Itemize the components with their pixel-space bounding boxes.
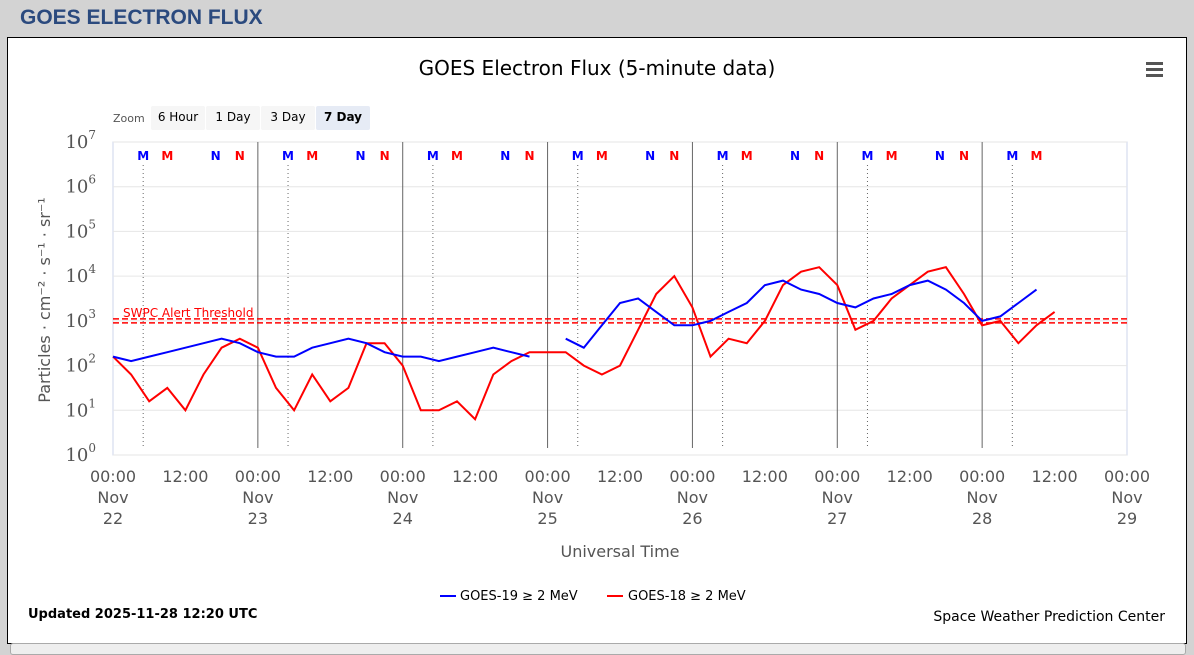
x-tick-label: 00:00: [814, 467, 860, 486]
credit: Space Weather Prediction Center: [933, 609, 1165, 625]
page-title: GOES ELECTRON FLUX: [20, 6, 263, 29]
x-tick-label: 28: [972, 509, 992, 528]
marker-N: N: [380, 149, 390, 163]
marker-N: N: [669, 149, 679, 163]
marker-M: M: [161, 149, 173, 163]
x-tick-label: 12:00: [742, 467, 788, 486]
marker-M: M: [427, 149, 439, 163]
plot-area: [112, 141, 1128, 456]
y-axis-label: Particles · cm⁻² · s⁻¹ · sr⁻¹: [35, 197, 54, 402]
x-tick-label: 00:00: [90, 467, 136, 486]
marker-M: M: [861, 149, 873, 163]
x-tick-label: 00:00: [959, 467, 1005, 486]
zoom-label: Zoom: [113, 112, 145, 125]
x-tick-label: 12:00: [597, 467, 643, 486]
marker-N: N: [211, 149, 221, 163]
x-tick-label: Nov: [97, 488, 128, 507]
marker-N: N: [645, 149, 655, 163]
x-tick-label: 24: [393, 509, 413, 528]
series-goes19: [112, 279, 1038, 363]
svg-text:GOES-18 ≥ 2 MeV: GOES-18 ≥ 2 MeV: [628, 589, 746, 604]
x-tick-label: 00:00: [525, 467, 571, 486]
marker-N: N: [500, 149, 510, 163]
x-tick-label: 27: [827, 509, 847, 528]
x-tick-label: 22: [103, 509, 123, 528]
marker-N: N: [790, 149, 800, 163]
svg-text:GOES-19 ≥ 2 MeV: GOES-19 ≥ 2 MeV: [460, 589, 578, 604]
marker-N: N: [935, 149, 945, 163]
marker-N: N: [355, 149, 365, 163]
marker-M: M: [451, 149, 463, 163]
chart-title: GOES Electron Flux (5-minute data): [419, 56, 776, 80]
marker-M: M: [572, 149, 584, 163]
marker-M: M: [886, 149, 898, 163]
marker-N: N: [235, 149, 245, 163]
threshold-label: SWPC Alert Threshold: [123, 306, 253, 320]
y-tick-label: 101: [65, 396, 96, 421]
x-tick-label: 00:00: [235, 467, 281, 486]
x-tick-label: 12:00: [1032, 467, 1078, 486]
zoom-6-hour-button[interactable]: 6 Hour: [151, 106, 205, 130]
x-tick-label: 25: [537, 509, 557, 528]
y-tick-label: 100: [65, 441, 96, 466]
marker-M: M: [282, 149, 294, 163]
marker-N: N: [524, 149, 534, 163]
marker-M: M: [717, 149, 729, 163]
x-tick-label: 00:00: [380, 467, 426, 486]
x-tick-label: Nov: [242, 488, 273, 507]
x-tick-label: Nov: [677, 488, 708, 507]
x-tick-label: Nov: [1111, 488, 1142, 507]
zoom-7-day-button[interactable]: 7 Day: [316, 106, 370, 130]
x-tick-label: 12:00: [307, 467, 353, 486]
y-tick-label: 107: [65, 128, 96, 153]
x-tick-label: 00:00: [669, 467, 715, 486]
marker-M: M: [137, 149, 149, 163]
marker-M: M: [1030, 149, 1042, 163]
x-tick-label: 26: [682, 509, 702, 528]
legend-goes18[interactable]: GOES-18 ≥ 2 MeV: [607, 589, 746, 604]
x-tick-label: Nov: [532, 488, 563, 507]
x-tick-label: Nov: [967, 488, 998, 507]
x-tick-label: Nov: [822, 488, 853, 507]
marker-N: N: [959, 149, 969, 163]
zoom-3-day-button[interactable]: 3 Day: [261, 106, 315, 130]
x-axis-label: Universal Time: [560, 542, 679, 561]
y-tick-label: 106: [65, 173, 96, 198]
x-tick-label: 00:00: [1104, 467, 1150, 486]
marker-M: M: [741, 149, 753, 163]
marker-M: M: [1006, 149, 1018, 163]
y-tick-label: 105: [65, 217, 96, 242]
zoom-1-day-button[interactable]: 1 Day: [206, 106, 260, 130]
updated-timestamp: Updated 2025-11-28 12:20 UTC: [28, 607, 257, 622]
x-tick-label: 23: [248, 509, 268, 528]
series-goes18: [112, 266, 1056, 421]
x-tick-label: 12:00: [887, 467, 933, 486]
hamburger-menu-icon[interactable]: [1146, 62, 1163, 80]
marker-N: N: [814, 149, 824, 163]
y-tick-label: 104: [65, 262, 96, 287]
marker-M: M: [306, 149, 318, 163]
x-tick-label: 12:00: [452, 467, 498, 486]
x-tick-label: 12:00: [162, 467, 208, 486]
y-tick-label: 102: [65, 352, 96, 377]
x-tick-label: 29: [1117, 509, 1137, 528]
legend-goes19[interactable]: GOES-19 ≥ 2 MeV: [440, 589, 578, 604]
y-tick-label: 103: [65, 307, 96, 332]
marker-M: M: [596, 149, 608, 163]
x-tick-label: Nov: [387, 488, 418, 507]
